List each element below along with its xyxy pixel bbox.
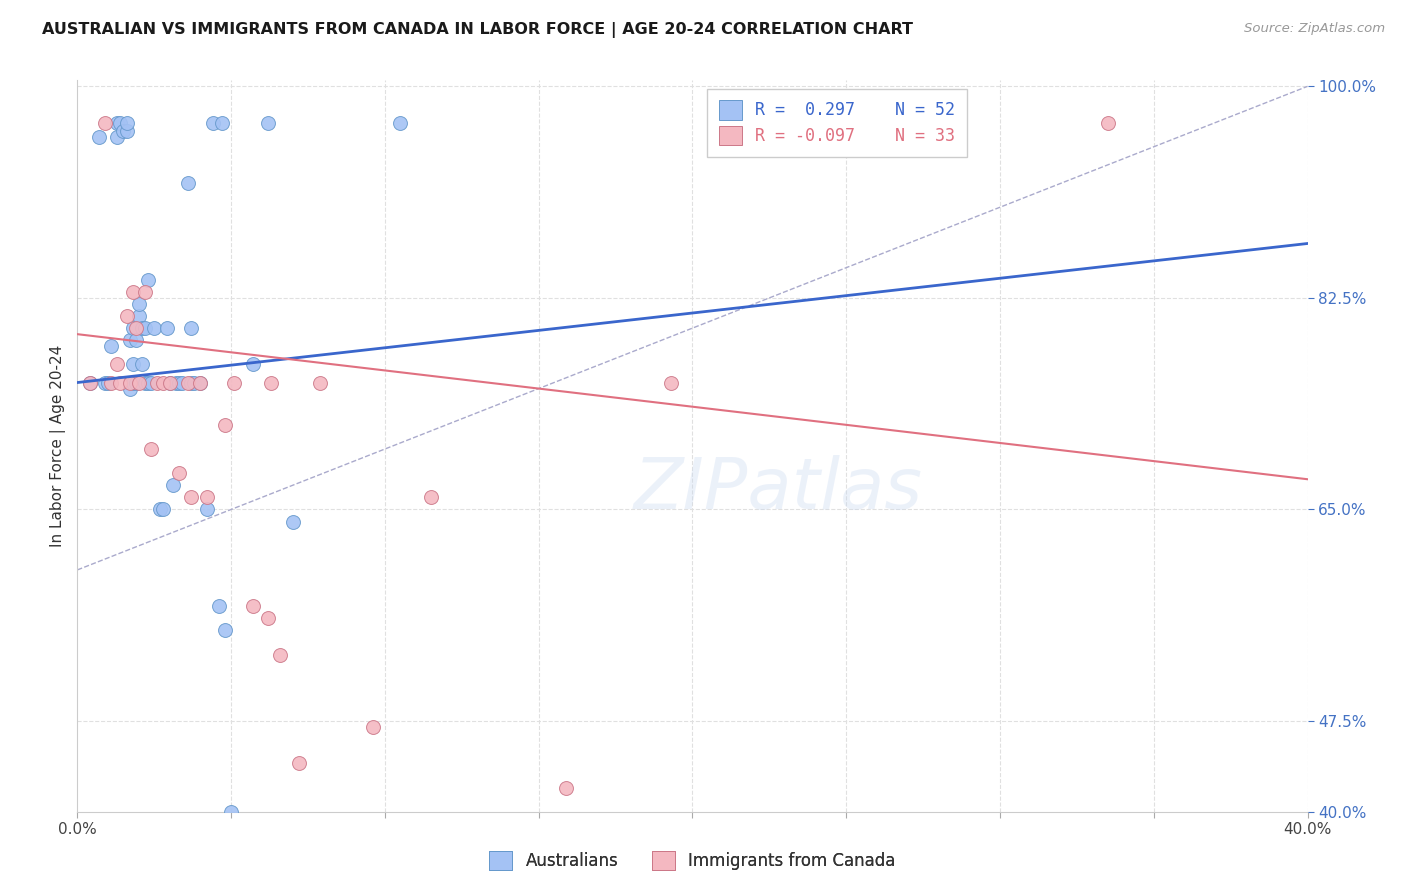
- Point: [177, 176, 200, 190]
- Text: Source: ZipAtlas.com: Source: ZipAtlas.com: [1244, 22, 1385, 36]
- Point: [125, 321, 148, 335]
- Point: [141, 442, 163, 456]
- Point: [131, 321, 153, 335]
- Point: [115, 309, 138, 323]
- Point: [136, 376, 159, 390]
- Point: [87, 130, 110, 145]
- Point: [242, 599, 264, 614]
- Point: [121, 358, 143, 372]
- Text: ZIPatlas: ZIPatlas: [634, 456, 924, 524]
- Point: [420, 491, 443, 505]
- Point: [195, 491, 218, 505]
- Point: [183, 376, 205, 390]
- Point: [214, 624, 236, 638]
- Point: [125, 333, 148, 347]
- Point: [105, 358, 128, 372]
- Point: [309, 376, 332, 390]
- Point: [115, 124, 138, 138]
- Point: [131, 358, 153, 372]
- Point: [121, 376, 143, 390]
- Point: [188, 376, 212, 390]
- Point: [94, 115, 117, 129]
- Point: [118, 333, 141, 347]
- Point: [79, 376, 101, 390]
- Point: [281, 515, 304, 529]
- Point: [110, 115, 132, 129]
- Point: [195, 502, 218, 516]
- Point: [146, 376, 169, 390]
- Point: [201, 115, 224, 129]
- Point: [180, 321, 202, 335]
- Point: [389, 115, 412, 129]
- Point: [361, 720, 384, 734]
- Point: [128, 376, 150, 390]
- Point: [121, 321, 143, 335]
- Point: [105, 130, 128, 145]
- Point: [1097, 115, 1119, 129]
- Point: [167, 376, 190, 390]
- Point: [188, 376, 212, 390]
- Text: AUSTRALIAN VS IMMIGRANTS FROM CANADA IN LABOR FORCE | AGE 20-24 CORRELATION CHAR: AUSTRALIAN VS IMMIGRANTS FROM CANADA IN …: [42, 22, 912, 38]
- Point: [94, 376, 117, 390]
- Point: [214, 417, 236, 432]
- Point: [165, 376, 187, 390]
- Point: [288, 756, 311, 771]
- Point: [128, 309, 150, 323]
- Point: [110, 376, 132, 390]
- Point: [121, 285, 143, 299]
- Legend: Australians, Immigrants from Canada: Australians, Immigrants from Canada: [482, 844, 903, 877]
- Point: [257, 611, 280, 625]
- Point: [128, 297, 150, 311]
- Point: [219, 805, 242, 819]
- Point: [162, 478, 184, 492]
- Point: [159, 376, 181, 390]
- Point: [97, 376, 120, 390]
- Point: [211, 115, 233, 129]
- Point: [180, 491, 202, 505]
- Point: [100, 339, 122, 353]
- Point: [134, 321, 156, 335]
- Point: [167, 466, 190, 480]
- Point: [143, 321, 166, 335]
- Point: [112, 124, 135, 138]
- Point: [180, 376, 202, 390]
- Point: [155, 321, 177, 335]
- Point: [555, 780, 578, 795]
- Point: [260, 376, 283, 390]
- Point: [159, 376, 181, 390]
- Point: [100, 376, 122, 390]
- Point: [257, 115, 280, 129]
- Point: [152, 502, 174, 516]
- Point: [115, 115, 138, 129]
- Point: [134, 376, 156, 390]
- Point: [269, 648, 291, 662]
- Point: [820, 115, 842, 129]
- Point: [105, 115, 128, 129]
- Point: [659, 376, 682, 390]
- Point: [125, 376, 148, 390]
- Point: [79, 376, 101, 390]
- Point: [170, 376, 193, 390]
- Point: [242, 358, 264, 372]
- Point: [134, 285, 156, 299]
- Point: [149, 502, 172, 516]
- Y-axis label: In Labor Force | Age 20-24: In Labor Force | Age 20-24: [51, 345, 66, 547]
- Point: [152, 376, 174, 390]
- Point: [141, 376, 163, 390]
- Point: [136, 273, 159, 287]
- Point: [118, 382, 141, 396]
- Point: [224, 376, 246, 390]
- Point: [177, 376, 200, 390]
- Point: [118, 376, 141, 390]
- Point: [208, 599, 231, 614]
